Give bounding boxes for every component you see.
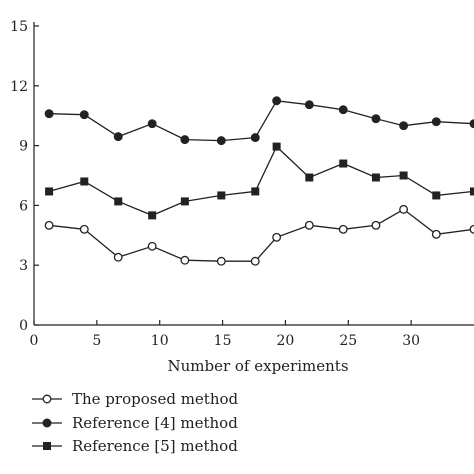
- data-point: [180, 255, 190, 265]
- x-tick-label: 30: [402, 333, 420, 349]
- data-point: [470, 187, 474, 196]
- data-point: [305, 173, 314, 182]
- series-proposed: [44, 204, 474, 266]
- axes: [33, 22, 474, 326]
- data-point: [216, 136, 226, 146]
- x-tick-label: 20: [277, 333, 295, 349]
- axis-ticks: 0 3 6 9 12 15 0 5 10 15 20 25 30: [10, 19, 420, 349]
- data-point: [338, 105, 348, 115]
- x-tick-label: 10: [151, 333, 169, 349]
- x-tick-label: 0: [30, 333, 39, 349]
- series-ref5: [45, 142, 474, 220]
- data-point: [180, 197, 189, 206]
- legend-marker: [43, 442, 51, 450]
- legend-label: The proposed method: [72, 390, 239, 408]
- data-point: [79, 110, 89, 120]
- data-point: [250, 133, 260, 143]
- legend-item-ref5: Reference [5] method: [32, 437, 238, 455]
- x-tick-label: 25: [339, 333, 357, 349]
- data-point: [272, 96, 282, 106]
- data-point: [272, 142, 281, 151]
- data-point: [399, 121, 409, 131]
- y-tick-label: 3: [19, 258, 28, 274]
- data-point: [113, 252, 123, 262]
- data-point: [399, 204, 409, 214]
- x-tick-label: 5: [92, 333, 101, 349]
- data-point: [147, 241, 157, 251]
- legend-item-ref4: Reference [4] method: [32, 414, 238, 432]
- data-point: [44, 220, 54, 230]
- data-point: [217, 191, 226, 200]
- y-tick-label: 0: [19, 318, 28, 334]
- data-point: [399, 171, 408, 180]
- legend-label: Reference [5] method: [72, 437, 238, 455]
- y-tick-label: 6: [19, 198, 28, 214]
- series-line: [49, 100, 474, 142]
- data-point: [114, 197, 123, 206]
- data-point: [113, 132, 123, 142]
- data-point: [272, 232, 282, 242]
- data-point: [469, 224, 474, 234]
- data-point: [371, 114, 381, 124]
- data-point: [44, 109, 54, 119]
- data-point: [338, 224, 348, 234]
- data-point: [148, 211, 157, 220]
- data-point: [431, 117, 441, 127]
- data-point: [371, 173, 380, 182]
- data-point: [147, 119, 157, 129]
- series-layer: [44, 96, 474, 266]
- y-tick-label: 9: [19, 139, 28, 155]
- y-tick-label: 15: [10, 19, 28, 35]
- data-point: [79, 224, 89, 234]
- data-point: [250, 256, 260, 266]
- data-point: [216, 256, 226, 266]
- data-point: [371, 220, 381, 230]
- series-ref4: [44, 96, 474, 146]
- data-point: [469, 119, 474, 129]
- data-point: [180, 135, 190, 145]
- y-tick-label: 12: [10, 79, 28, 95]
- data-point: [251, 187, 260, 196]
- series-line: [48, 145, 474, 217]
- data-point: [339, 159, 348, 168]
- data-point: [45, 187, 54, 196]
- x-tick-label: 15: [214, 333, 232, 349]
- legend: The proposed method Reference [4] method R…: [32, 390, 239, 455]
- x-axis-title: Number of experiments: [167, 357, 348, 375]
- legend-marker: [42, 394, 52, 404]
- data-point: [431, 229, 441, 239]
- series-line: [49, 208, 474, 262]
- data-point: [304, 100, 314, 110]
- legend-marker: [42, 418, 52, 428]
- data-point: [304, 220, 314, 230]
- legend-item-proposed: The proposed method: [32, 390, 239, 408]
- legend-label: Reference [4] method: [72, 414, 238, 432]
- data-point: [432, 191, 441, 200]
- data-point: [80, 177, 89, 186]
